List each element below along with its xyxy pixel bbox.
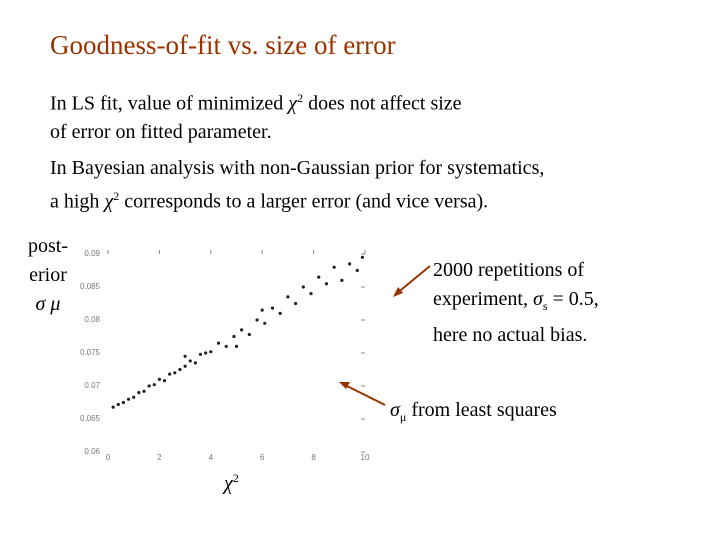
point (294, 301, 298, 306)
y-tick-label: 0.09 (84, 249, 100, 258)
y-tick-label: 0.08 (84, 315, 100, 324)
text: σ (35, 293, 46, 315)
y-tick-label: 0.085 (80, 282, 101, 291)
x-axis-label: χ2 (224, 464, 239, 498)
text: χ (224, 472, 233, 495)
point (126, 397, 131, 401)
title: Goodness-of-fit vs. size of error (50, 30, 396, 60)
x-tick-label: 10 (361, 453, 370, 462)
text: χ (288, 92, 298, 115)
x-tick-label: 2 (157, 453, 162, 462)
point (188, 359, 192, 363)
paragraph: In LS fit, value of minimized χ2 does no… (50, 84, 462, 146)
point (301, 285, 305, 289)
text: σ (532, 288, 543, 310)
text: 2 (113, 189, 120, 203)
point (216, 341, 221, 345)
point (360, 255, 365, 259)
text: 2 (232, 471, 239, 485)
point (121, 400, 126, 405)
point (132, 395, 136, 399)
point (278, 311, 282, 315)
point (157, 377, 161, 381)
x-tick-label: 4 (209, 453, 214, 462)
text: μ (399, 410, 407, 424)
point (270, 306, 275, 310)
point (317, 275, 321, 279)
point (183, 354, 187, 358)
point (340, 278, 344, 282)
text: erior (29, 264, 67, 286)
point (309, 292, 313, 296)
x-tick-label: 0 (106, 453, 111, 462)
point (232, 334, 236, 339)
text: = 0.5, (547, 288, 599, 310)
point (198, 352, 203, 356)
point (168, 372, 172, 376)
text: of error on fitted parameter. (50, 120, 272, 143)
point (178, 367, 182, 372)
y-tick-label: 0.065 (80, 414, 101, 423)
y-tick-label: 0.07 (84, 381, 100, 390)
point (173, 371, 177, 375)
annotation: σμ from least squares (390, 396, 557, 431)
text: does not affect size (303, 92, 462, 115)
point (183, 364, 187, 368)
point (355, 268, 359, 273)
point (152, 383, 156, 387)
point (204, 351, 208, 355)
text: 2 (297, 91, 304, 105)
point (209, 350, 213, 354)
text: χ (104, 190, 114, 213)
arrow (395, 265, 431, 295)
x-tick-label: 8 (311, 453, 316, 462)
text: In Bayesian analysis with non-Gaussian p… (50, 157, 545, 179)
point (247, 332, 251, 337)
arrow-head (339, 382, 350, 389)
point (240, 328, 244, 332)
point (116, 402, 120, 407)
text: μ (50, 293, 61, 315)
text: post- (28, 235, 68, 257)
text: a high (50, 190, 105, 213)
point (234, 344, 239, 348)
text: s (542, 299, 548, 313)
text: experiment, (433, 288, 533, 310)
point (162, 379, 167, 383)
point (260, 308, 264, 312)
point (137, 391, 141, 395)
y-tick-label: 0.075 (80, 348, 101, 357)
arrow (342, 383, 386, 406)
point (324, 282, 329, 286)
y-tick-label: 0.06 (84, 447, 100, 456)
point (142, 389, 146, 393)
text: 2000 repetitions of (433, 259, 585, 281)
text: σ (390, 399, 400, 421)
point (263, 321, 267, 325)
point (332, 265, 336, 269)
text: corresponds to a larger error (and vice … (119, 190, 489, 213)
arrow-head (393, 287, 403, 297)
text: In LS fit, value of minimized (50, 92, 289, 115)
text: from least squares (406, 399, 557, 421)
point (286, 295, 290, 299)
y-axis-label: post-erior σ μ (28, 232, 68, 319)
point (147, 384, 151, 388)
point (255, 318, 259, 322)
paragraph: In Bayesian analysis with non-Gaussian p… (50, 154, 544, 216)
annotation: 2000 repetitions of experiment, σs = 0.5,… (433, 256, 599, 350)
text: here no actual bias. (433, 324, 588, 346)
x-tick-label: 6 (260, 453, 265, 462)
point (111, 405, 115, 409)
point (347, 262, 352, 266)
point (224, 344, 228, 348)
point (193, 361, 197, 365)
